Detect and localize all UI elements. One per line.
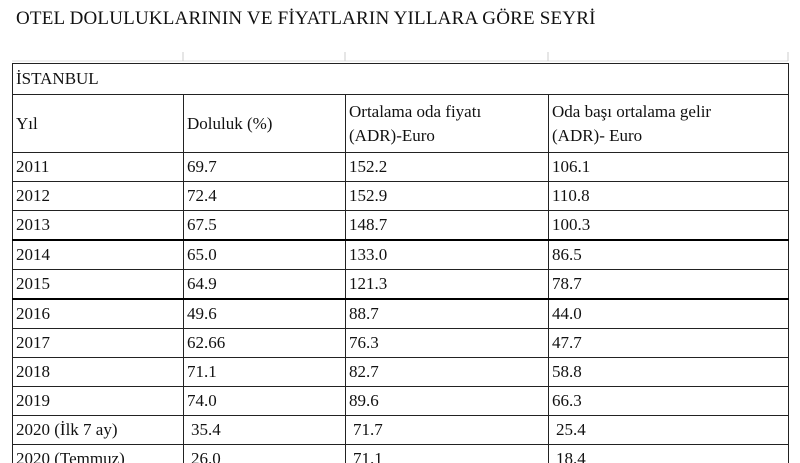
value-cell: 100.3 <box>547 210 790 241</box>
table-row: 2016 49.6 88.7 44.0 <box>12 298 790 329</box>
year-cell: 2011 <box>12 152 184 182</box>
value-cell: 64.9 <box>183 269 346 300</box>
header-cell: Oda başı ortalama gelir (ADR)- Euro <box>547 94 790 153</box>
value-cell: 49.6 <box>183 298 346 329</box>
value-cell: 133.0 <box>345 239 549 270</box>
year-cell: 2013 <box>12 210 184 241</box>
value-cell: 47.7 <box>547 328 790 358</box>
value-cell: 65.0 <box>183 239 346 270</box>
table-row: 2020 (İlk 7 ay) 35.4 71.7 25.4 <box>12 415 790 445</box>
table-row: 2013 67.5 148.7 100.3 <box>12 210 790 241</box>
year-cell: 2019 <box>12 386 184 416</box>
year-cell: 2014 <box>12 239 184 270</box>
table-row: 2015 64.9 121.3 78.7 <box>12 269 790 300</box>
year-cell: 2015 <box>12 269 184 300</box>
header-cell: Ortalama oda fiyatı (ADR)-Euro <box>345 94 549 153</box>
value-cell: 82.7 <box>345 357 549 387</box>
table-row: 2019 74.0 89.6 66.3 <box>12 386 790 416</box>
value-cell: 66.3 <box>547 386 790 416</box>
table-row: 2014 65.0 133.0 86.5 <box>12 239 790 270</box>
city-row: İSTANBUL <box>11 63 790 95</box>
year-cell: 2012 <box>12 181 184 211</box>
value-cell: 152.2 <box>345 152 549 182</box>
value-cell: 26.0 <box>183 444 346 463</box>
value-cell: 110.8 <box>547 181 790 211</box>
header-cell: Doluluk (%) <box>183 94 346 153</box>
value-cell: 152.9 <box>345 181 549 211</box>
header-cell: Yıl <box>12 94 184 153</box>
value-cell: 35.4 <box>183 415 346 445</box>
page-title: OTEL DOLULUKLARININ VE FİYATLARIN YILLAR… <box>16 8 596 29</box>
value-cell: 89.6 <box>345 386 549 416</box>
value-cell: 69.7 <box>183 152 346 182</box>
header-row: Yıl Doluluk (%) Ortalama oda fiyatı (ADR)-… <box>12 94 790 153</box>
value-cell: 78.7 <box>547 269 790 300</box>
value-cell: 106.1 <box>547 152 790 182</box>
value-cell: 121.3 <box>345 269 549 300</box>
value-cell: 76.3 <box>345 328 549 358</box>
value-cell: 72.4 <box>183 181 346 211</box>
ruler <box>12 52 789 62</box>
table-row: 2017 62.66 76.3 47.7 <box>12 328 790 358</box>
year-cell: 2016 <box>12 298 184 329</box>
value-cell: 74.0 <box>183 386 346 416</box>
value-cell: 25.4 <box>547 415 790 445</box>
value-cell: 58.8 <box>547 357 790 387</box>
value-cell: 88.7 <box>345 298 549 329</box>
value-cell: 67.5 <box>183 210 346 241</box>
year-cell: 2018 <box>12 357 184 387</box>
table-row: 2011 69.7 152.2 106.1 <box>12 152 790 182</box>
table-row: 2012 72.4 152.9 110.8 <box>12 181 790 211</box>
value-cell: 148.7 <box>345 210 549 241</box>
year-cell: 2020 (İlk 7 ay) <box>12 415 184 445</box>
data-table: İSTANBUL Yıl Doluluk (%) Ortalama oda fiya… <box>11 63 790 463</box>
value-cell: 44.0 <box>547 298 790 329</box>
year-cell: 2020 (Temmuz) <box>12 444 184 463</box>
value-cell: 71.7 <box>345 415 549 445</box>
year-cell: 2017 <box>12 328 184 358</box>
value-cell: 62.66 <box>183 328 346 358</box>
value-cell: 86.5 <box>547 239 790 270</box>
value-cell: 71.1 <box>345 444 549 463</box>
table-row: 2020 (Temmuz) 26.0 71.1 18.4 <box>12 444 790 463</box>
value-cell: 71.1 <box>183 357 346 387</box>
table-row: 2018 71.1 82.7 58.8 <box>12 357 790 387</box>
city-cell: İSTANBUL <box>11 63 790 95</box>
value-cell: 18.4 <box>547 444 790 463</box>
